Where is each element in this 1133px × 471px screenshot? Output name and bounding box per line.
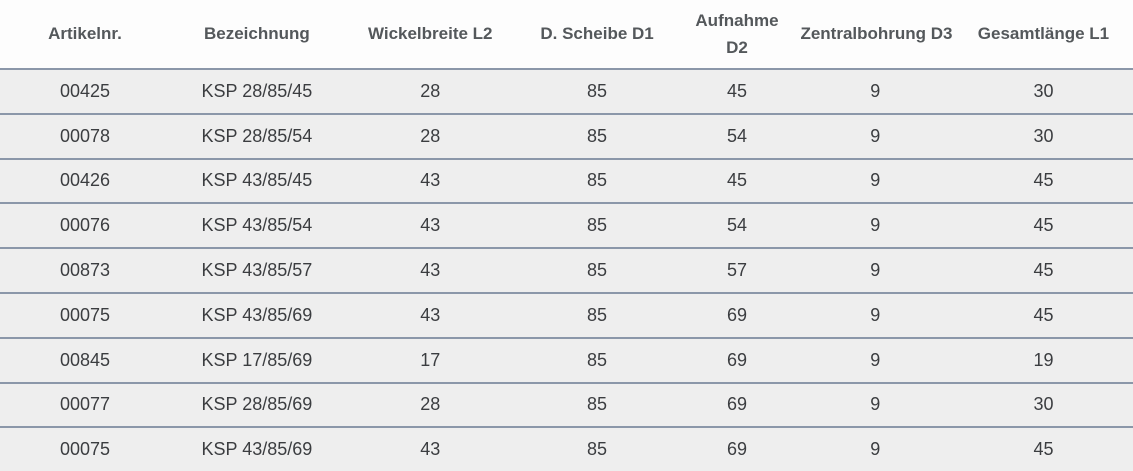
cell-d-scheibe-d1: 85 [516,112,678,158]
cell-d-scheibe-d1: 85 [516,247,678,292]
table-header: Artikelnr. Bezeichnung Wickelbreite L2 D… [0,0,1133,68]
cell-wickelbreite-l2: 43 [343,157,517,203]
cell-zentralbohrung-d3: 9 [796,426,954,471]
column-header-artikelnr: Artikelnr. [0,0,170,68]
column-header-bezeichnung: Bezeichnung [169,0,344,68]
header-row: Artikelnr. Bezeichnung Wickelbreite L2 D… [0,0,1133,68]
cell-zentralbohrung-d3: 9 [796,291,954,337]
cell-wickelbreite-l2: 43 [343,291,517,337]
table-row: 00426 KSP 43/85/45 43 85 45 9 45 [0,157,1133,203]
cell-zentralbohrung-d3: 9 [796,112,954,158]
table-row: 00075 KSP 43/85/69 43 85 69 9 45 [0,291,1133,337]
cell-gesamtlaenge-l1: 30 [953,112,1133,158]
cell-zentralbohrung-d3: 9 [796,68,954,113]
cell-bezeichnung: KSP 43/85/69 [169,291,344,337]
cell-d-scheibe-d1: 85 [516,336,678,382]
cell-zentralbohrung-d3: 9 [796,381,954,427]
cell-aufnahme-d2: 45 [677,157,797,203]
cell-zentralbohrung-d3: 9 [796,247,954,292]
cell-d-scheibe-d1: 85 [516,381,678,427]
cell-bezeichnung: KSP 28/85/54 [169,112,344,158]
cell-artikelnr: 00075 [0,426,170,471]
cell-d-scheibe-d1: 85 [516,157,678,203]
cell-wickelbreite-l2: 28 [343,68,517,113]
table-row: 00075 KSP 43/85/69 43 85 69 9 45 [0,426,1133,471]
cell-d-scheibe-d1: 85 [516,202,678,248]
cell-bezeichnung: KSP 43/85/69 [169,426,344,471]
cell-wickelbreite-l2: 28 [343,381,517,427]
cell-aufnahme-d2: 69 [677,291,797,337]
cell-zentralbohrung-d3: 9 [796,202,954,248]
cell-bezeichnung: KSP 28/85/45 [169,68,344,113]
cell-aufnahme-d2: 69 [677,336,797,382]
column-header-wickelbreite-l2: Wickelbreite L2 [343,0,517,68]
cell-aufnahme-d2: 57 [677,247,797,292]
cell-artikelnr: 00873 [0,247,170,292]
column-header-zentralbohrung-d3: Zentralbohrung D3 [796,0,954,68]
cell-gesamtlaenge-l1: 30 [953,68,1133,113]
cell-artikelnr: 00425 [0,68,170,113]
cell-d-scheibe-d1: 85 [516,68,678,113]
cell-gesamtlaenge-l1: 45 [953,202,1133,248]
cell-artikelnr: 00075 [0,291,170,337]
cell-gesamtlaenge-l1: 45 [953,291,1133,337]
table-body: 00425 KSP 28/85/45 28 85 45 9 30 00078 KSP 28/85… [0,68,1133,471]
cell-wickelbreite-l2: 43 [343,247,517,292]
cell-aufnahme-d2: 69 [677,381,797,427]
cell-bezeichnung: KSP 43/85/57 [169,247,344,292]
table-row: 00077 KSP 28/85/69 28 85 69 9 30 [0,381,1133,427]
cell-gesamtlaenge-l1: 45 [953,247,1133,292]
cell-wickelbreite-l2: 43 [343,426,517,471]
table-row: 00873 KSP 43/85/57 43 85 57 9 45 [0,247,1133,292]
table-row: 00078 KSP 28/85/54 28 85 54 9 30 [0,112,1133,158]
cell-aufnahme-d2: 69 [677,426,797,471]
column-header-gesamtlaenge-l1: Gesamtlänge L1 [953,0,1133,68]
cell-d-scheibe-d1: 85 [516,426,678,471]
cell-aufnahme-d2: 54 [677,112,797,158]
cell-bezeichnung: KSP 43/85/45 [169,157,344,203]
cell-aufnahme-d2: 45 [677,68,797,113]
cell-zentralbohrung-d3: 9 [796,336,954,382]
cell-wickelbreite-l2: 43 [343,202,517,248]
cell-wickelbreite-l2: 17 [343,336,517,382]
cell-artikelnr: 00077 [0,381,170,427]
cell-gesamtlaenge-l1: 45 [953,157,1133,203]
cell-gesamtlaenge-l1: 30 [953,381,1133,427]
cell-zentralbohrung-d3: 9 [796,157,954,203]
cell-artikelnr: 00076 [0,202,170,248]
table-row: 00845 KSP 17/85/69 17 85 69 9 19 [0,336,1133,382]
cell-bezeichnung: KSP 28/85/69 [169,381,344,427]
cell-artikelnr: 00426 [0,157,170,203]
cell-artikelnr: 00845 [0,336,170,382]
cell-aufnahme-d2: 54 [677,202,797,248]
table-row: 00076 KSP 43/85/54 43 85 54 9 45 [0,202,1133,248]
cell-wickelbreite-l2: 28 [343,112,517,158]
cell-gesamtlaenge-l1: 19 [953,336,1133,382]
column-header-aufnahme-d2: Aufnahme D2 [677,0,797,68]
table-row: 00425 KSP 28/85/45 28 85 45 9 30 [0,68,1133,113]
cell-d-scheibe-d1: 85 [516,291,678,337]
cell-artikelnr: 00078 [0,112,170,158]
cell-gesamtlaenge-l1: 45 [953,426,1133,471]
cell-bezeichnung: KSP 43/85/54 [169,202,344,248]
column-header-d-scheibe-d1: D. Scheibe D1 [516,0,678,68]
cell-bezeichnung: KSP 17/85/69 [169,336,344,382]
